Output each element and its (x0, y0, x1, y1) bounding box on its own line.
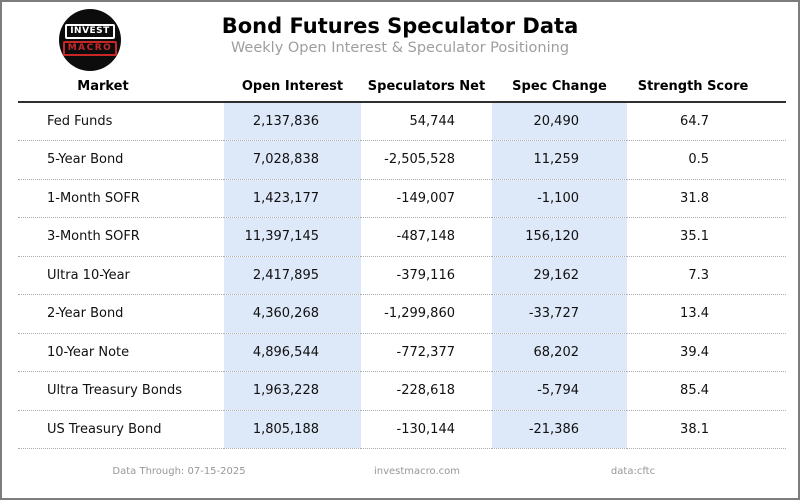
table-row: US Treasury Bond 1,805,188 -130,144 -21,… (18, 410, 786, 449)
cell-open-interest: 4,360,268 (224, 294, 361, 334)
cell-market: 1-Month SOFR (18, 179, 224, 218)
column-header-speculators-net: Speculators Net (361, 72, 492, 103)
table-header-row: Market Open Interest Speculators Net Spe… (18, 72, 786, 103)
header: INVEST MACRO Bond Futures Speculator Dat… (2, 2, 798, 72)
cell-market: 3-Month SOFR (18, 217, 224, 257)
website-label: investmacro.com (373, 466, 461, 477)
cell-speculators-net: -149,007 (361, 179, 492, 218)
cell-market: US Treasury Bond (18, 410, 224, 449)
cell-open-interest: 1,805,188 (224, 410, 361, 449)
cell-open-interest: 1,423,177 (224, 179, 361, 218)
table-row: Ultra Treasury Bonds 1,963,228 -228,618 … (18, 371, 786, 411)
cell-market: 10-Year Note (18, 333, 224, 372)
cell-market: Ultra Treasury Bonds (18, 371, 224, 411)
page-title: Bond Futures Speculator Data (221, 14, 579, 38)
table-row: 2-Year Bond 4,360,268 -1,299,860 -33,727… (18, 294, 786, 334)
speculator-table: Market Open Interest Speculators Net Spe… (18, 72, 786, 449)
table-row: 1-Month SOFR 1,423,177 -149,007 -1,100 3… (18, 179, 786, 218)
cell-speculators-net: -1,299,860 (361, 294, 492, 334)
cell-spec-change: 20,490 (492, 102, 627, 141)
investmacro-logo: INVEST MACRO (59, 9, 121, 71)
logo-macro-text: MACRO (62, 41, 118, 56)
cell-spec-change: -21,386 (492, 410, 627, 449)
cell-strength-score: 31.8 (627, 179, 786, 218)
cell-market: 2-Year Bond (18, 294, 224, 334)
data-source-label: data:cftc (610, 466, 656, 477)
logo-invest-text: INVEST (65, 24, 115, 39)
cell-speculators-net: -228,618 (361, 371, 492, 411)
cell-speculators-net: -130,144 (361, 410, 492, 449)
cell-strength-score: 0.5 (627, 140, 786, 180)
table-row: 5-Year Bond 7,028,838 -2,505,528 11,259 … (18, 140, 786, 180)
cell-open-interest: 7,028,838 (224, 140, 361, 180)
cell-open-interest: 4,896,544 (224, 333, 361, 372)
cell-strength-score: 38.1 (627, 410, 786, 449)
cell-strength-score: 85.4 (627, 371, 786, 411)
cell-spec-change: -5,794 (492, 371, 627, 411)
data-through-label: Data Through: 07-15-2025 (112, 466, 246, 477)
cell-speculators-net: -487,148 (361, 217, 492, 257)
column-header-spec-change: Spec Change (492, 72, 627, 103)
cell-speculators-net: -379,116 (361, 256, 492, 295)
cell-market: 5-Year Bond (18, 140, 224, 180)
cell-strength-score: 35.1 (627, 217, 786, 257)
column-header-market: Market (18, 72, 224, 103)
footer: Data Through: 07-15-2025 investmacro.com… (2, 466, 798, 484)
cell-strength-score: 39.4 (627, 333, 786, 372)
cell-strength-score: 13.4 (627, 294, 786, 334)
cell-spec-change: 156,120 (492, 217, 627, 257)
column-header-strength-score: Strength Score (627, 72, 786, 103)
cell-speculators-net: -772,377 (361, 333, 492, 372)
cell-open-interest: 2,137,836 (224, 102, 361, 141)
cell-strength-score: 64.7 (627, 102, 786, 141)
cell-spec-change: 68,202 (492, 333, 627, 372)
table-row: Fed Funds 2,137,836 54,744 20,490 64.7 (18, 102, 786, 141)
cell-spec-change: -1,100 (492, 179, 627, 218)
cell-speculators-net: 54,744 (361, 102, 492, 141)
cell-market: Ultra 10-Year (18, 256, 224, 295)
table-row: 10-Year Note 4,896,544 -772,377 68,202 3… (18, 333, 786, 372)
table-row: Ultra 10-Year 2,417,895 -379,116 29,162 … (18, 256, 786, 295)
cell-spec-change: -33,727 (492, 294, 627, 334)
cell-open-interest: 1,963,228 (224, 371, 361, 411)
page-subtitle: Weekly Open Interest & Speculator Positi… (230, 40, 570, 57)
cell-open-interest: 2,417,895 (224, 256, 361, 295)
cell-strength-score: 7.3 (627, 256, 786, 295)
cell-market: Fed Funds (18, 102, 224, 141)
cell-speculators-net: -2,505,528 (361, 140, 492, 180)
cell-open-interest: 11,397,145 (224, 217, 361, 257)
column-header-open-interest: Open Interest (224, 72, 361, 103)
cell-spec-change: 29,162 (492, 256, 627, 295)
cell-spec-change: 11,259 (492, 140, 627, 180)
table-row: 3-Month SOFR 11,397,145 -487,148 156,120… (18, 217, 786, 257)
